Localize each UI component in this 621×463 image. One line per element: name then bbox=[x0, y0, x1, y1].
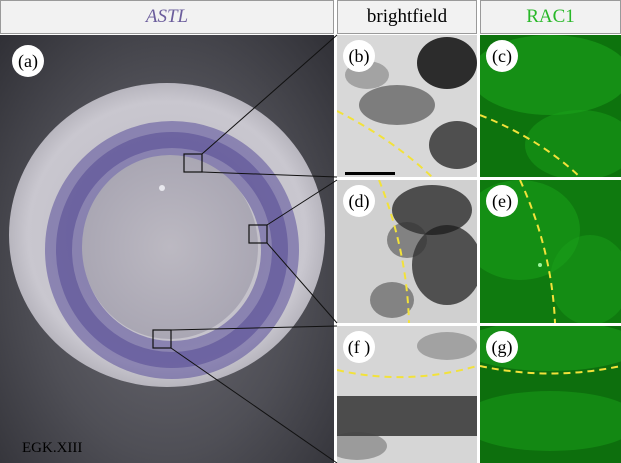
inset-box-b bbox=[183, 153, 203, 173]
panel-b-brightfield: (b) bbox=[337, 35, 477, 177]
header-brightfield: brightfield bbox=[337, 0, 477, 34]
inset-box-f bbox=[152, 329, 172, 349]
inset-box-d bbox=[248, 224, 268, 244]
panel-e-rac1: (e) bbox=[480, 180, 621, 323]
header-brightfield-text: brightfield bbox=[366, 6, 448, 27]
panel-g-label: (g) bbox=[486, 331, 518, 363]
panel-f-label: (f ) bbox=[343, 331, 375, 363]
header-rac1-text: RAC1 bbox=[526, 6, 575, 27]
panel-a-embryo-image: (a) EGK.XIII bbox=[0, 35, 334, 463]
header-astl: ASTL bbox=[0, 0, 334, 34]
rac1-texture-g bbox=[480, 326, 621, 463]
panel-f-brightfield: (f ) bbox=[337, 326, 477, 463]
panel-c-label: (c) bbox=[486, 40, 518, 72]
panel-c-rac1: (c) bbox=[480, 35, 621, 177]
panel-d-label: (d) bbox=[343, 185, 375, 217]
brightfield-texture-d bbox=[337, 180, 477, 323]
stage-caption: EGK.XIII bbox=[22, 440, 83, 456]
panel-e-label: (e) bbox=[486, 185, 518, 217]
area-pellucida bbox=[82, 155, 258, 339]
panel-a-label: (a) bbox=[12, 45, 44, 77]
panel-d-brightfield: (d) bbox=[337, 180, 477, 323]
header-rac1: RAC1 bbox=[480, 0, 621, 34]
panel-g-rac1: (g) bbox=[480, 326, 621, 463]
panel-b-label: (b) bbox=[343, 40, 375, 72]
scale-bar bbox=[345, 172, 395, 175]
rac1-texture bbox=[480, 35, 621, 177]
embryo-illustration bbox=[9, 83, 325, 387]
header-astl-text: ASTL bbox=[145, 6, 189, 27]
